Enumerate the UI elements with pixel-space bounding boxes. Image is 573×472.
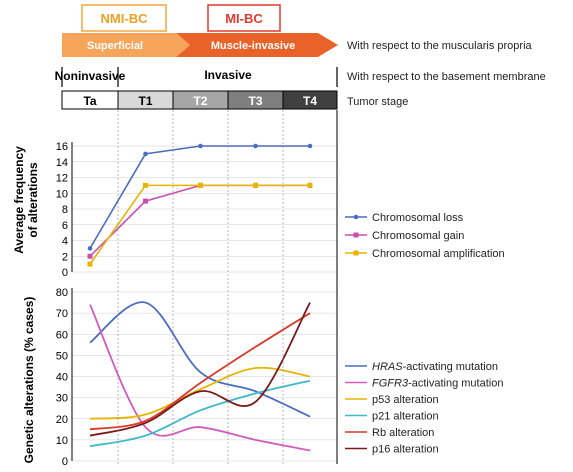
muscle-invasive-label: Muscle-invasive — [211, 40, 295, 52]
data-point — [307, 143, 313, 149]
legend-label-hras-activating-mutation: HRAS-activating mutation — [372, 361, 498, 373]
muscle-invasive-arrow — [176, 33, 338, 57]
y-tick-label: 30 — [56, 393, 68, 405]
legend-marker — [353, 250, 359, 256]
y-tick-label: 4 — [62, 236, 68, 248]
data-point — [143, 182, 148, 188]
stage-label-t4: T4 — [303, 94, 317, 108]
invasive-label: Invasive — [204, 68, 252, 82]
y-tick-label: 70 — [56, 308, 68, 320]
data-point — [198, 182, 203, 188]
y-tick-label: 10 — [56, 188, 68, 200]
series-line-p21-alteration — [89, 379, 311, 448]
tumor-stage-row: Ta T1 T2 T3 T4 — [61, 90, 338, 110]
series-line-p16-alteration — [89, 302, 311, 437]
data-point — [253, 182, 258, 188]
data-point — [198, 143, 203, 149]
legend-label-chromosomal-gain: Chromosomal gain — [372, 230, 464, 242]
series-line-fgfr3-activating-mutation — [89, 304, 311, 452]
stage-label-ta: Ta — [83, 94, 96, 108]
legend-label-fgfr3-activating-mutation: FGFR3-activating mutation — [372, 378, 503, 390]
legend-label-rb-alteration: Rb alteration — [372, 427, 434, 439]
data-point — [143, 151, 148, 157]
series-line-p53-alteration — [89, 366, 311, 420]
legend-label-chromosomal-amplification: Chromosomal amplification — [372, 248, 505, 260]
y-axis-label: Average frequencyof alterations — [12, 146, 40, 254]
data-point — [253, 143, 258, 149]
legend-marker — [353, 232, 359, 238]
stage-box-t4 — [282, 90, 338, 110]
y-axis-label: Genetic alterations (% cases) — [22, 297, 36, 464]
y-tick-label: 0 — [62, 456, 68, 467]
y-tick-label: 40 — [56, 372, 68, 384]
nmi-bc-label: NMI-BC — [101, 11, 149, 26]
y-tick-label: 2 — [62, 251, 68, 263]
y-tick-label: 8 — [62, 204, 68, 216]
muscularis-note: With respect to the muscularis propria — [347, 40, 533, 52]
y-tick-label: 12 — [56, 173, 68, 185]
y-tick-label: 80 — [56, 287, 68, 299]
data-point — [87, 253, 93, 259]
data-point — [307, 182, 313, 188]
legend-marker — [353, 214, 359, 220]
legend-label-p21-alteration: p21 alteration — [372, 411, 439, 423]
stage-label-t2: T2 — [193, 94, 207, 108]
superficial-label: Superficial — [87, 40, 143, 52]
y-tick-label: 16 — [56, 141, 68, 153]
y-tick-label: 10 — [56, 435, 68, 447]
basement-note: With respect to the basement membrane — [347, 71, 546, 83]
series-line-hras-activating-mutation — [89, 301, 311, 418]
y-tick-label: 0 — [62, 267, 68, 279]
legend-label-chromosomal-loss: Chromosomal loss — [372, 212, 464, 224]
stage-label-t1: T1 — [138, 94, 152, 108]
stage-label-t3: T3 — [248, 94, 262, 108]
data-point — [143, 198, 148, 204]
legend-label-p53-alteration: p53 alteration — [372, 394, 439, 406]
chromosomal-alterations-chart: 0 2 4 6 8 10 12 14 16 Average frequencyof alterat… — [12, 141, 505, 279]
data-point — [87, 261, 93, 267]
tumor-stage-note: Tumor stage — [347, 96, 408, 108]
noninvasive-label: Noninvasive — [55, 69, 126, 83]
series-line-chromosomal-loss — [89, 145, 310, 249]
y-tick-label: 60 — [56, 329, 68, 341]
y-tick-label: 6 — [62, 220, 68, 232]
series-line-rb-alteration — [89, 312, 311, 431]
superficial-arrow — [62, 33, 190, 57]
y-tick-label: 20 — [56, 414, 68, 426]
nmi-bc-badge — [81, 4, 167, 32]
mi-bc-label: MI-BC — [225, 11, 263, 26]
series-line-chromosomal-gain — [89, 184, 310, 257]
y-tick-label: 50 — [56, 350, 68, 362]
genetic-alterations-chart: 0 10 20 30 40 50 60 70 80 Genetic alterations (% … — [22, 287, 503, 468]
data-point — [87, 246, 93, 251]
y-tick-label: 14 — [56, 157, 68, 169]
mi-bc-badge — [207, 4, 281, 32]
legend-label-p16-alteration: p16 alteration — [372, 444, 439, 456]
